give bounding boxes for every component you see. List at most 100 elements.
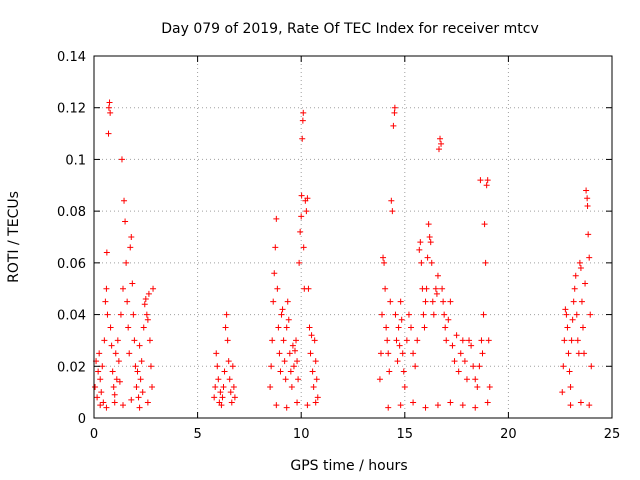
data-point: [306, 324, 313, 331]
data-point: [417, 239, 424, 246]
data-point: [435, 146, 442, 153]
data-point: [285, 316, 292, 323]
data-point: [295, 376, 302, 383]
x-tick-label: 20: [500, 427, 517, 442]
data-point: [307, 350, 314, 357]
y-tick-label: 0.08: [57, 205, 86, 220]
data-point: [107, 324, 114, 331]
y-tick-label: 0.12: [57, 102, 86, 117]
data-point: [570, 298, 577, 305]
data-point: [211, 394, 218, 401]
data-point: [479, 350, 486, 357]
data-point: [134, 368, 141, 375]
data-point: [105, 130, 112, 137]
data-point: [459, 337, 466, 344]
data-point: [443, 337, 450, 344]
data-point: [485, 337, 492, 344]
data-point: [128, 396, 135, 403]
data-point: [231, 394, 238, 401]
data-point: [398, 316, 405, 323]
data-point: [142, 296, 149, 303]
data-point: [582, 280, 589, 287]
data-point: [116, 378, 123, 385]
data-point: [102, 298, 109, 305]
data-point: [400, 368, 407, 375]
data-point: [393, 337, 400, 344]
data-point: [313, 376, 320, 383]
data-point: [283, 404, 290, 411]
data-point: [559, 389, 566, 396]
data-point: [224, 337, 231, 344]
data-point: [381, 259, 388, 266]
data-point: [588, 363, 595, 370]
data-point: [147, 363, 154, 370]
data-point: [480, 311, 487, 318]
data-point: [279, 306, 286, 313]
x-axis-title: GPS time / hours: [290, 458, 407, 474]
data-point: [314, 394, 321, 401]
data-point: [461, 358, 468, 365]
data-point: [101, 337, 108, 344]
data-point: [575, 350, 582, 357]
data-point: [103, 285, 110, 292]
data-point: [299, 135, 306, 142]
data-point: [109, 368, 116, 375]
data-point: [225, 358, 232, 365]
data-point: [564, 324, 571, 331]
data-point: [97, 376, 104, 383]
data-point: [439, 285, 446, 292]
data-point: [226, 376, 233, 383]
data-point: [420, 311, 427, 318]
data-point: [288, 383, 295, 390]
data-point: [578, 298, 585, 305]
data-point: [416, 246, 423, 253]
data-point: [114, 337, 121, 344]
data-point: [585, 231, 592, 238]
data-point: [581, 350, 588, 357]
data-point: [483, 182, 490, 189]
data-point: [424, 254, 431, 261]
x-tick-label: 0: [90, 427, 98, 442]
data-point: [391, 109, 398, 116]
data-point: [571, 285, 578, 292]
y-tick-label: 0.02: [57, 360, 86, 375]
data-point: [572, 272, 579, 279]
data-point: [425, 221, 432, 228]
data-point: [391, 104, 398, 111]
data-point: [145, 290, 152, 297]
data-point: [568, 337, 575, 344]
data-point: [584, 202, 591, 209]
data-point: [459, 402, 466, 409]
data-point: [144, 399, 151, 406]
y-tick-label: 0.06: [57, 257, 86, 272]
data-point: [408, 324, 415, 331]
data-point: [291, 347, 298, 354]
data-point: [139, 389, 146, 396]
data-point: [395, 324, 402, 331]
data-point: [149, 383, 156, 390]
data-point: [94, 394, 101, 401]
data-point: [437, 135, 444, 142]
data-point: [577, 265, 584, 272]
data-point: [300, 109, 307, 116]
data-point: [112, 350, 119, 357]
data-point: [98, 389, 105, 396]
data-point: [118, 156, 125, 163]
data-point: [562, 306, 569, 313]
data-point: [297, 228, 304, 235]
data-point: [463, 376, 470, 383]
data-point: [566, 368, 573, 375]
data-point: [384, 337, 391, 344]
data-point: [472, 404, 479, 411]
axis-ticks: 0 5 10 15 20 25 0 0.02 0.04 0.06 0.08 0.1 0.12 0.14: [57, 50, 620, 442]
data-point: [583, 187, 590, 194]
data-point: [389, 208, 396, 215]
data-point: [229, 363, 236, 370]
data-point: [573, 311, 580, 318]
data-point: [133, 383, 140, 390]
data-point: [309, 368, 316, 375]
data-point: [433, 290, 440, 297]
x-tick-label: 25: [604, 427, 621, 442]
data-point: [287, 368, 294, 375]
